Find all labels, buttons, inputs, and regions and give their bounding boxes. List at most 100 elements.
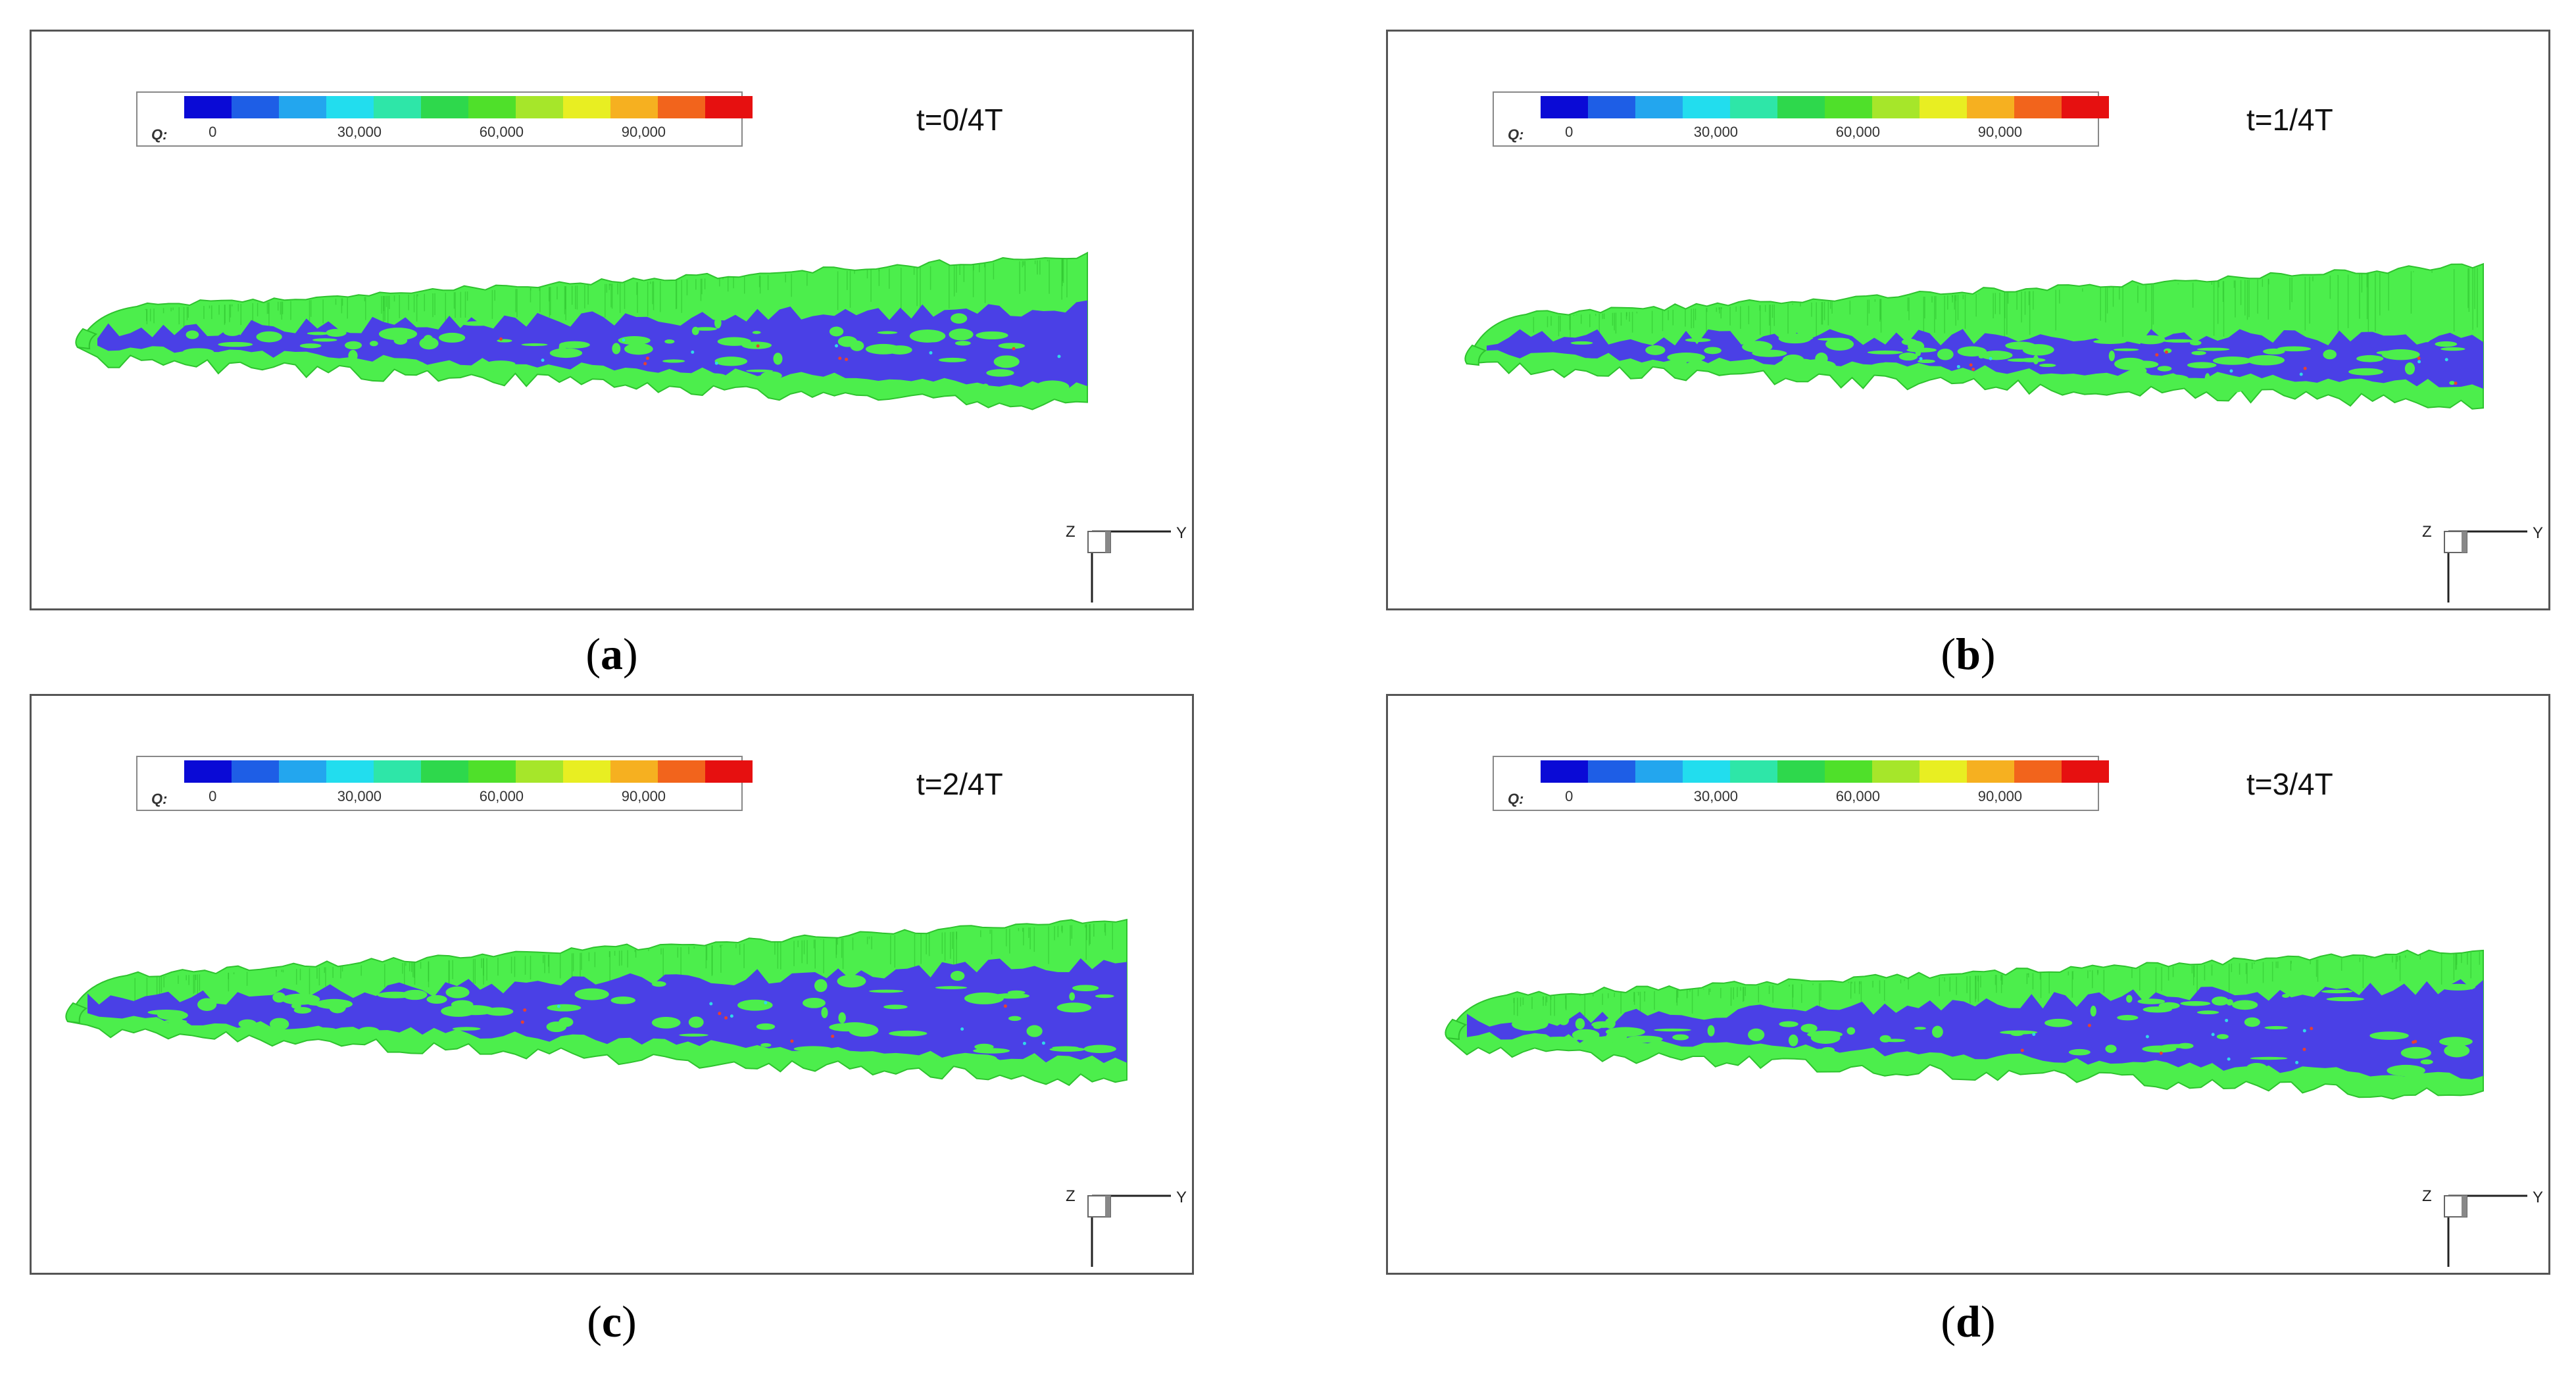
vortex-blob <box>223 326 242 336</box>
colorbar-swatch <box>421 96 468 118</box>
vortex-blob <box>1570 341 1593 345</box>
vortex-blob <box>2162 1044 2194 1048</box>
colorbar-swatch <box>658 96 705 118</box>
q-hotspot <box>1022 1041 1026 1045</box>
colorbar-swatch <box>232 96 279 118</box>
caption-b: (b) <box>1941 629 1996 679</box>
vortex-blob <box>1907 340 1925 353</box>
colorbar-swatch <box>2014 96 2062 118</box>
colorbar-tick-label: 30,000 <box>1694 788 1738 804</box>
z-axis-label: Z <box>1066 1187 1076 1205</box>
vortex-blob <box>312 338 337 342</box>
colorbar-swatch <box>563 760 610 783</box>
vortex-blob <box>760 371 782 381</box>
q-hotspot <box>2229 369 2233 373</box>
vortex-blob <box>469 365 499 372</box>
colorbar-swatch <box>421 760 468 783</box>
colorbar-swatch <box>1588 96 1635 118</box>
vortex-blob <box>547 1004 582 1012</box>
vortex-blob <box>2190 340 2202 346</box>
vortex-blob <box>1821 1046 1835 1054</box>
blade-surface <box>87 958 1127 1066</box>
vortex-blob <box>2196 347 2230 351</box>
vortex-blob <box>1008 1016 1022 1021</box>
vortex-blob <box>574 988 609 1000</box>
vortex-blob <box>2204 373 2211 386</box>
q-hotspot <box>2302 1029 2306 1033</box>
colorbar-label: Q: <box>151 126 167 143</box>
q-hotspot <box>1989 357 1993 360</box>
vortex-blob <box>1575 1018 1585 1030</box>
vortex-isosurface <box>1466 262 2484 410</box>
q-hotspot <box>838 357 842 360</box>
tip-vortex <box>75 328 98 350</box>
vortex-blob <box>2423 334 2431 343</box>
colorbar-swatch <box>184 760 232 783</box>
q-hotspot <box>790 1039 794 1043</box>
vortex-blob <box>1788 358 1817 371</box>
colorbar-tick-label: 30,000 <box>1694 124 1738 140</box>
vortex-blob <box>426 995 447 1004</box>
vortex-blob <box>756 1023 776 1030</box>
q-hotspot <box>2087 1023 2091 1027</box>
vortex-blob <box>1512 1018 1547 1031</box>
vortex-blob <box>269 1018 289 1031</box>
vortex-blob <box>2114 357 2146 370</box>
vortex-blob <box>377 991 414 998</box>
vortex-blob <box>460 321 494 326</box>
colorbar-swatch <box>1872 96 1920 118</box>
vortex-blob <box>2093 339 2127 344</box>
vortex-blob <box>2369 1031 2409 1040</box>
tip-vortex <box>1464 344 1487 366</box>
vortex-blob <box>2321 989 2353 994</box>
y-axis-label: Y <box>2533 1189 2543 1206</box>
vortex-blob <box>814 979 828 993</box>
axis-triad: YZX <box>1066 1187 1187 1293</box>
vortex-blob <box>182 348 214 356</box>
q-hotspot <box>929 351 933 355</box>
vortex-blob <box>2439 1037 2473 1046</box>
vortex-blob <box>651 981 666 987</box>
vortex-blob <box>2163 339 2196 343</box>
vortex-blob <box>2235 1072 2264 1077</box>
colorbar-swatch <box>2014 760 2062 783</box>
time-label: t=2/4T <box>916 767 1003 801</box>
vortex-blob <box>2212 357 2252 365</box>
q-hotspot <box>1041 1041 1045 1045</box>
q-hotspot <box>2454 381 2458 385</box>
vortex-blob <box>2305 1073 2319 1082</box>
colorbar-swatch <box>705 760 753 783</box>
vortex-blob <box>1069 992 1076 1001</box>
vortex-blob <box>2400 1046 2431 1059</box>
q-hotspot <box>2302 1047 2306 1051</box>
q-hotspot <box>2444 358 2448 362</box>
vortex-blob <box>1923 368 1951 374</box>
vortex-blob <box>2090 1005 2096 1017</box>
q-hotspot <box>645 357 649 360</box>
q-hotspot <box>2159 1051 2163 1055</box>
colorbar-tick-label: 30,000 <box>337 788 382 804</box>
vortex-blob <box>679 1033 708 1037</box>
vortex-blob <box>1579 358 1594 362</box>
y-axis-label: Y <box>1176 524 1187 542</box>
vortex-blob <box>694 327 717 331</box>
colorbar-label: Q: <box>151 791 167 807</box>
vortex-blob <box>986 369 1014 377</box>
vortex-blob <box>2018 358 2046 362</box>
vortex-blob <box>1541 1036 1578 1043</box>
q-hotspot <box>724 1016 728 1020</box>
colorbar-swatch <box>1872 760 1920 783</box>
vortex-blob <box>2420 1059 2433 1065</box>
z-axis-label: Z <box>2422 1187 2432 1205</box>
vortex-blob <box>821 1007 828 1018</box>
vortex-blob <box>281 993 320 1005</box>
vortex-blob <box>558 341 590 349</box>
vortex-blob <box>1748 1028 1765 1041</box>
vortex-blob <box>973 1048 1010 1054</box>
colorbar-tick-label: 90,000 <box>1978 788 2022 804</box>
q-hotspot <box>730 1014 733 1018</box>
axis-triad: YZX <box>1066 523 1187 629</box>
colorbar-swatch <box>1541 96 1588 118</box>
